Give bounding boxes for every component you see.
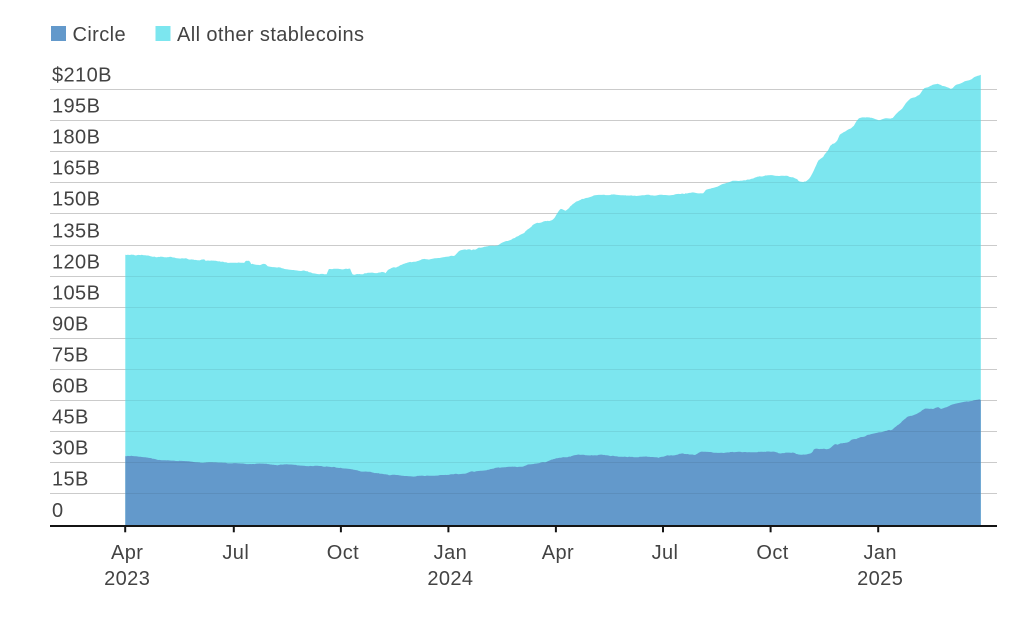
svg-text:165B: 165B <box>52 158 100 180</box>
svg-text:All other stablecoins: All other stablecoins <box>177 24 364 46</box>
svg-text:Jul: Jul <box>652 542 679 564</box>
svg-text:90B: 90B <box>52 314 89 336</box>
svg-text:15B: 15B <box>52 469 89 491</box>
svg-text:Apr: Apr <box>111 542 143 564</box>
svg-text:120B: 120B <box>52 252 100 274</box>
svg-text:30B: 30B <box>52 438 89 460</box>
svg-text:2024: 2024 <box>427 568 473 590</box>
svg-text:0: 0 <box>52 500 64 522</box>
svg-text:$210B: $210B <box>52 65 112 87</box>
svg-text:75B: 75B <box>52 345 89 367</box>
svg-text:150B: 150B <box>52 189 100 211</box>
svg-text:180B: 180B <box>52 127 100 149</box>
svg-text:60B: 60B <box>52 376 89 398</box>
svg-text:Jul: Jul <box>222 542 249 564</box>
svg-text:Apr: Apr <box>542 542 574 564</box>
svg-text:Jan: Jan <box>863 542 896 564</box>
svg-text:Jan: Jan <box>434 542 467 564</box>
svg-text:Circle: Circle <box>73 24 127 46</box>
svg-text:105B: 105B <box>52 283 100 305</box>
svg-text:2023: 2023 <box>104 568 150 590</box>
svg-text:Oct: Oct <box>756 542 788 564</box>
svg-text:195B: 195B <box>52 96 100 118</box>
svg-text:135B: 135B <box>52 221 100 243</box>
svg-text:Oct: Oct <box>327 542 359 564</box>
svg-text:45B: 45B <box>52 407 89 429</box>
svg-text:2025: 2025 <box>857 568 903 590</box>
